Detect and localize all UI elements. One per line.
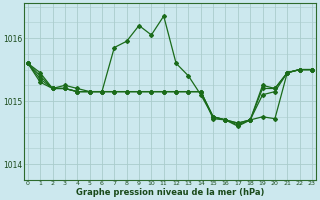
X-axis label: Graphe pression niveau de la mer (hPa): Graphe pression niveau de la mer (hPa) (76, 188, 264, 197)
